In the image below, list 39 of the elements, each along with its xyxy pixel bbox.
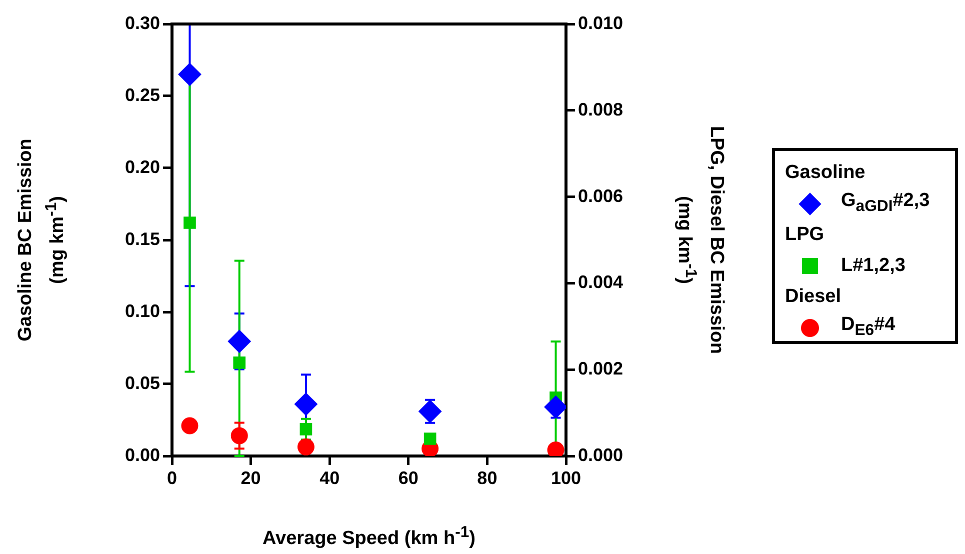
point (230, 427, 248, 444)
text: Diesel (785, 285, 842, 309)
y-tick-label: 0.00 (124, 444, 160, 465)
legend-label: D$_{E6}$#4 (841, 313, 896, 341)
point (294, 392, 318, 416)
point (228, 330, 251, 353)
x-tick-label: 100 (550, 468, 582, 488)
text: LPG (785, 223, 826, 247)
point (297, 438, 314, 456)
x-tick-label: 80 (477, 468, 498, 488)
point (233, 356, 246, 369)
text: Gasoline (785, 161, 866, 185)
point (424, 432, 436, 445)
y2-tick-label: 0.004 (578, 272, 624, 292)
y-tick-label: 0.25 (124, 84, 160, 105)
x-tick-label: 40 (320, 468, 340, 488)
point (181, 417, 198, 434)
y2-tick-label: 0.000 (578, 444, 624, 465)
y2-tick-label: 0.010 (578, 12, 624, 33)
legend-label: G$_{aGDI}$#2,3 (841, 189, 930, 217)
point (178, 62, 202, 86)
y2-tick-label: 0.006 (578, 186, 624, 206)
x-tick-label: 60 (398, 468, 418, 488)
y-tick-label: 0.05 (124, 372, 160, 393)
point (547, 441, 564, 456)
point (184, 216, 196, 229)
point (300, 423, 312, 436)
legend-label: L#1,2,3 (841, 254, 906, 278)
x-axis-title: Average Speed (km h$^{-1}$) (262, 522, 476, 552)
point (544, 396, 566, 419)
y-tick-label: 0.20 (124, 156, 160, 177)
x-tick-label: 0 (166, 468, 178, 488)
point (418, 400, 442, 423)
y2-tick-label: 0.008 (578, 99, 624, 120)
x-tick-label: 20 (240, 468, 261, 488)
y-tick-label: 0.15 (124, 228, 160, 249)
y2-tick-label: 0.002 (578, 358, 624, 379)
y-tick-label: 0.30 (124, 12, 160, 33)
y-tick-label: 0.10 (124, 300, 160, 321)
